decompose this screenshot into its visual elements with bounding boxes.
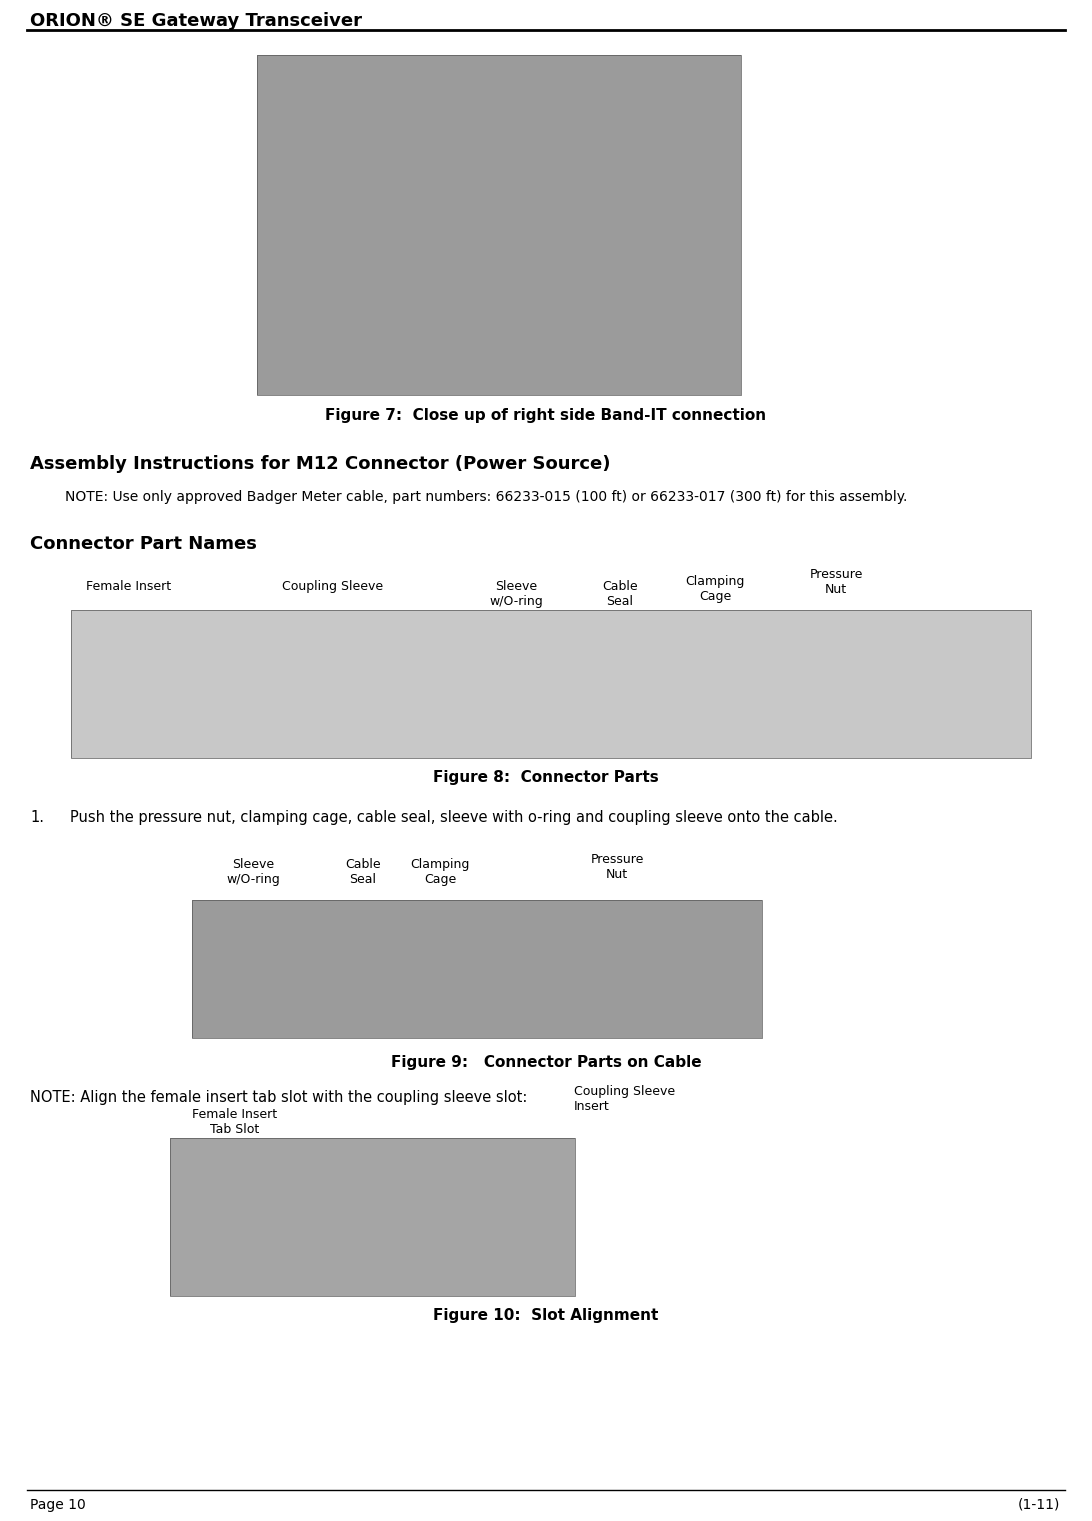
Text: Pressure
Nut: Pressure Nut (809, 567, 863, 596)
Text: Figure 10:  Slot Alignment: Figure 10: Slot Alignment (434, 1308, 658, 1323)
Text: Page 10: Page 10 (29, 1498, 86, 1512)
Text: 1.: 1. (29, 811, 44, 824)
Text: (1-11): (1-11) (1018, 1498, 1060, 1512)
Text: Cable
Seal: Cable Seal (345, 858, 381, 887)
Text: Pressure
Nut: Pressure Nut (591, 853, 643, 881)
Text: Female Insert
Tab Slot: Female Insert Tab Slot (192, 1107, 277, 1136)
Text: Coupling Sleeve
Insert: Coupling Sleeve Insert (574, 1084, 675, 1113)
Text: Female Insert: Female Insert (86, 580, 171, 593)
Text: Figure 8:  Connector Parts: Figure 8: Connector Parts (434, 770, 658, 785)
Text: NOTE: Use only approved Badger Meter cable, part numbers: 66233-015 (100 ft) or : NOTE: Use only approved Badger Meter cab… (66, 490, 907, 503)
Text: Sleeve
w/O-ring: Sleeve w/O-ring (226, 858, 280, 887)
Bar (257, 55, 741, 395)
Text: Coupling Sleeve: Coupling Sleeve (283, 580, 383, 593)
Text: Figure 7:  Close up of right side Band-IT connection: Figure 7: Close up of right side Band-IT… (325, 408, 767, 423)
Bar (71, 610, 1031, 757)
Text: Clamping
Cage: Clamping Cage (411, 858, 470, 887)
Text: Connector Part Names: Connector Part Names (29, 535, 257, 554)
Text: Sleeve
w/O-ring: Sleeve w/O-ring (489, 580, 543, 608)
Text: NOTE: Align the female insert tab slot with the coupling sleeve slot:: NOTE: Align the female insert tab slot w… (29, 1091, 527, 1104)
Text: Assembly Instructions for M12 Connector (Power Source): Assembly Instructions for M12 Connector … (29, 455, 610, 473)
Text: Cable
Seal: Cable Seal (602, 580, 638, 608)
Text: Clamping
Cage: Clamping Cage (686, 575, 745, 602)
Bar (192, 900, 762, 1037)
Text: Push the pressure nut, clamping cage, cable seal, sleeve with o-ring and couplin: Push the pressure nut, clamping cage, ca… (70, 811, 838, 824)
Bar (170, 1138, 575, 1296)
Text: Figure 9:   Connector Parts on Cable: Figure 9: Connector Parts on Cable (391, 1056, 701, 1069)
Text: ORION® SE Gateway Transceiver: ORION® SE Gateway Transceiver (29, 12, 363, 30)
